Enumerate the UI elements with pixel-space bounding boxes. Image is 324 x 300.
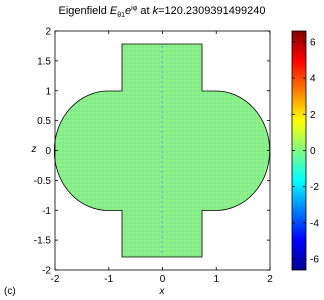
y-tick-label: 0.5 bbox=[37, 116, 51, 127]
y-axis-label: z bbox=[31, 144, 37, 155]
annotation: (c) bbox=[4, 286, 16, 297]
y-tick-label: -2 bbox=[42, 266, 51, 277]
y-tick-label: -0.5 bbox=[34, 176, 52, 187]
x-tick-label: -2 bbox=[51, 274, 60, 285]
colorbar-tick-label: 0 bbox=[310, 146, 316, 157]
y-tick-label: -1.5 bbox=[34, 236, 52, 247]
colorbar-tick-label: -6 bbox=[310, 255, 319, 266]
y-tick-label: 0 bbox=[45, 146, 51, 157]
domain-field bbox=[53, 43, 271, 258]
x-tick-label: -1 bbox=[104, 274, 113, 285]
y-tick-label: 2 bbox=[45, 27, 51, 38]
x-tick-label: 1 bbox=[213, 274, 219, 285]
x-tick-label: 0 bbox=[160, 274, 166, 285]
colorbar-tick-label: -4 bbox=[310, 218, 319, 229]
colorbar-tick-label: 2 bbox=[310, 110, 316, 121]
y-tick-label: 1 bbox=[45, 86, 51, 97]
chart-title: Eigenfield Eθ1eiφ at k=120.2309391499240 bbox=[59, 5, 266, 19]
x-axis-label: x bbox=[159, 286, 166, 297]
y-tick-label: -1 bbox=[42, 206, 51, 217]
colorbar-tick-label: 6 bbox=[310, 37, 316, 48]
x-tick-label: 2 bbox=[267, 274, 273, 285]
colorbar-tick-label: -2 bbox=[310, 182, 319, 193]
y-tick-label: 1.5 bbox=[37, 56, 51, 67]
colorbar-tick-label: 4 bbox=[310, 74, 316, 85]
